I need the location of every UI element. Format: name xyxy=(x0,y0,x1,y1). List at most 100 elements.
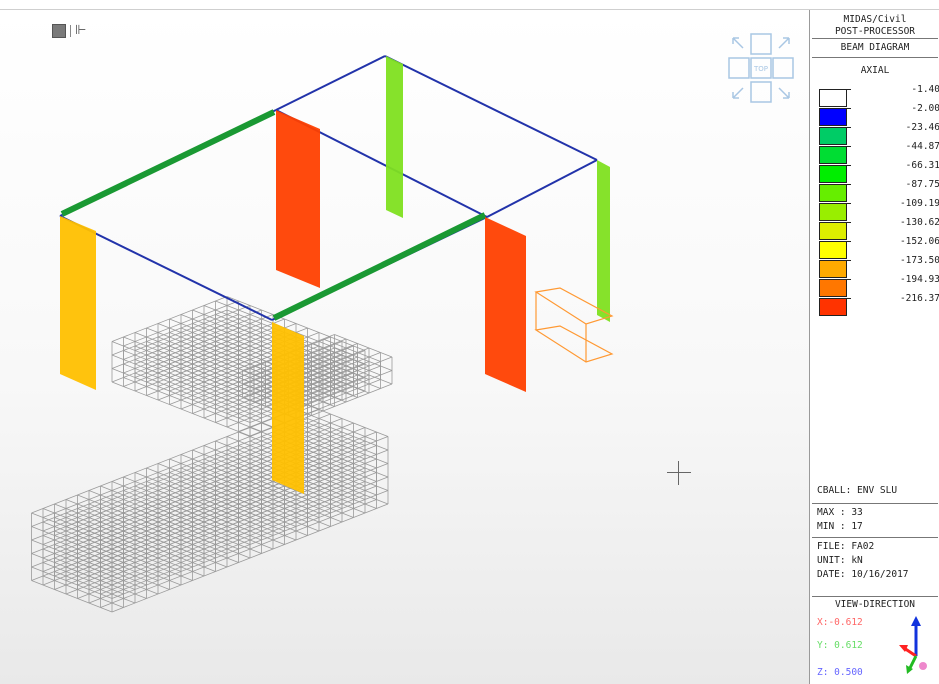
legend-swatch xyxy=(819,241,847,259)
mesh-line xyxy=(42,476,320,586)
hidden-view-icon[interactable]: ⊩ xyxy=(75,23,87,38)
mesh-line xyxy=(100,499,377,608)
legend-row: -2.00 xyxy=(810,103,939,126)
foundation-mesh xyxy=(31,404,389,613)
legend-row: -87.75 xyxy=(810,179,939,202)
viewport-toolbar: ⊩ xyxy=(52,24,86,38)
column-axial-diagrams xyxy=(60,56,610,494)
display-toggle-icon[interactable] xyxy=(52,24,66,38)
frame-member xyxy=(486,159,598,218)
legend-tick xyxy=(847,146,851,147)
mesh-line xyxy=(31,431,308,541)
divider xyxy=(812,596,938,597)
legend-row: -44.87 xyxy=(810,141,939,164)
mesh-line xyxy=(31,580,113,613)
view-cube-left[interactable] xyxy=(728,57,750,79)
max-label: MAX : 33 xyxy=(817,507,863,518)
legend-value: -1.40 xyxy=(911,84,939,95)
legend-tick xyxy=(847,260,851,261)
date-label: DATE: 10/16/2017 xyxy=(817,569,909,580)
legend-value: -109.19 xyxy=(899,198,939,209)
min-label: MIN : 17 xyxy=(817,521,863,532)
legend-row: -1.40 xyxy=(810,84,939,107)
mesh-line xyxy=(77,490,354,599)
view-cube[interactable]: TOP xyxy=(727,32,795,104)
toolbar-separator xyxy=(70,25,71,37)
legend-row: -109.19 xyxy=(810,198,939,221)
top-border xyxy=(0,9,939,10)
view-direction-y: Y: 0.612 xyxy=(817,640,863,651)
load-combination-label: CBALL: ENV SLU xyxy=(817,485,898,496)
mesh-line xyxy=(111,323,228,369)
mesh-line xyxy=(157,354,274,401)
view-cube-corner-ne-icon[interactable] xyxy=(778,37,790,49)
view-cube-corner-nw-icon[interactable] xyxy=(732,37,744,49)
view-cube-back[interactable] xyxy=(750,33,772,55)
mesh-line xyxy=(88,494,366,604)
view-cube-corner-se-icon[interactable] xyxy=(778,87,790,99)
legend-swatch xyxy=(819,165,847,183)
mesh-line xyxy=(123,314,239,360)
legend-value: -173.50 xyxy=(899,255,939,266)
legend-value: -23.46 xyxy=(905,122,939,133)
mesh-line xyxy=(169,345,285,392)
axis-triad-icon xyxy=(899,616,927,674)
legend-row: -173.50 xyxy=(810,255,939,278)
mesh-line xyxy=(31,458,308,568)
column-diagram xyxy=(597,160,610,322)
structure-model xyxy=(31,55,614,613)
legend-swatch xyxy=(819,260,847,278)
divider xyxy=(812,38,938,39)
mesh-line xyxy=(146,336,262,383)
legend-value: -216.37 xyxy=(899,293,939,304)
legend-value: -44.87 xyxy=(905,141,939,152)
mesh-line xyxy=(134,318,251,365)
legend-tick xyxy=(847,298,851,299)
file-label: FILE: FA02 xyxy=(817,541,875,552)
beam-diagram-green xyxy=(60,109,276,217)
column-diagram xyxy=(60,216,96,390)
model-viewport[interactable]: ⊩ TOP xyxy=(0,10,809,684)
mesh-line xyxy=(111,503,389,613)
view-cube-corner-sw-icon[interactable] xyxy=(732,87,744,99)
legend-tick xyxy=(847,222,851,223)
legend-row: -194.93 xyxy=(810,274,939,297)
program-title: MIDAS/Civil xyxy=(843,14,907,25)
legend-tick xyxy=(847,279,851,280)
view-cube-top[interactable] xyxy=(750,57,772,79)
mesh-line xyxy=(42,463,320,572)
view-direction-z: Z: 0.500 xyxy=(817,667,863,678)
divider xyxy=(812,503,938,504)
mesh-line xyxy=(42,575,124,608)
view-cube-right[interactable] xyxy=(772,57,794,79)
legend-row: -23.46 xyxy=(810,122,939,145)
mesh-line xyxy=(123,300,239,347)
legend-panel: MIDAS/Civil POST-PROCESSOR BEAM DIAGRAM … xyxy=(809,10,939,684)
column-diagram xyxy=(276,110,320,288)
view-direction: VIEW-DIRECTION X:-0.612 Y: 0.612 Z: 0.50… xyxy=(810,596,939,684)
cursor-crosshair-icon xyxy=(667,461,691,485)
divider xyxy=(812,57,938,58)
legend-swatch xyxy=(819,108,847,126)
selected-element-outline xyxy=(534,287,614,363)
legend-tick xyxy=(847,165,851,166)
legend-tick xyxy=(847,127,851,128)
column-diagram xyxy=(386,56,403,218)
mesh-line xyxy=(111,490,389,599)
view-direction-x: X:-0.612 xyxy=(817,617,863,628)
divider xyxy=(812,537,938,538)
view-cube-front[interactable] xyxy=(750,81,772,103)
legend-value: -194.93 xyxy=(899,274,939,285)
mesh-line xyxy=(134,305,251,351)
legend-row: -66.31 xyxy=(810,160,939,183)
legend-swatch xyxy=(819,89,847,107)
color-legend: -1.40 -2.00 -23.46 -44.87 -66.31 -87.75 -109.1… xyxy=(810,83,939,323)
legend-tick xyxy=(847,184,851,185)
mesh-line xyxy=(134,332,251,378)
mesh-line xyxy=(299,370,393,407)
view-cube-top-label: TOP xyxy=(753,65,768,73)
mesh-line xyxy=(111,336,228,383)
mesh-line xyxy=(334,334,393,358)
column-diagram xyxy=(272,322,304,494)
legend-value: -2.00 xyxy=(911,103,939,114)
